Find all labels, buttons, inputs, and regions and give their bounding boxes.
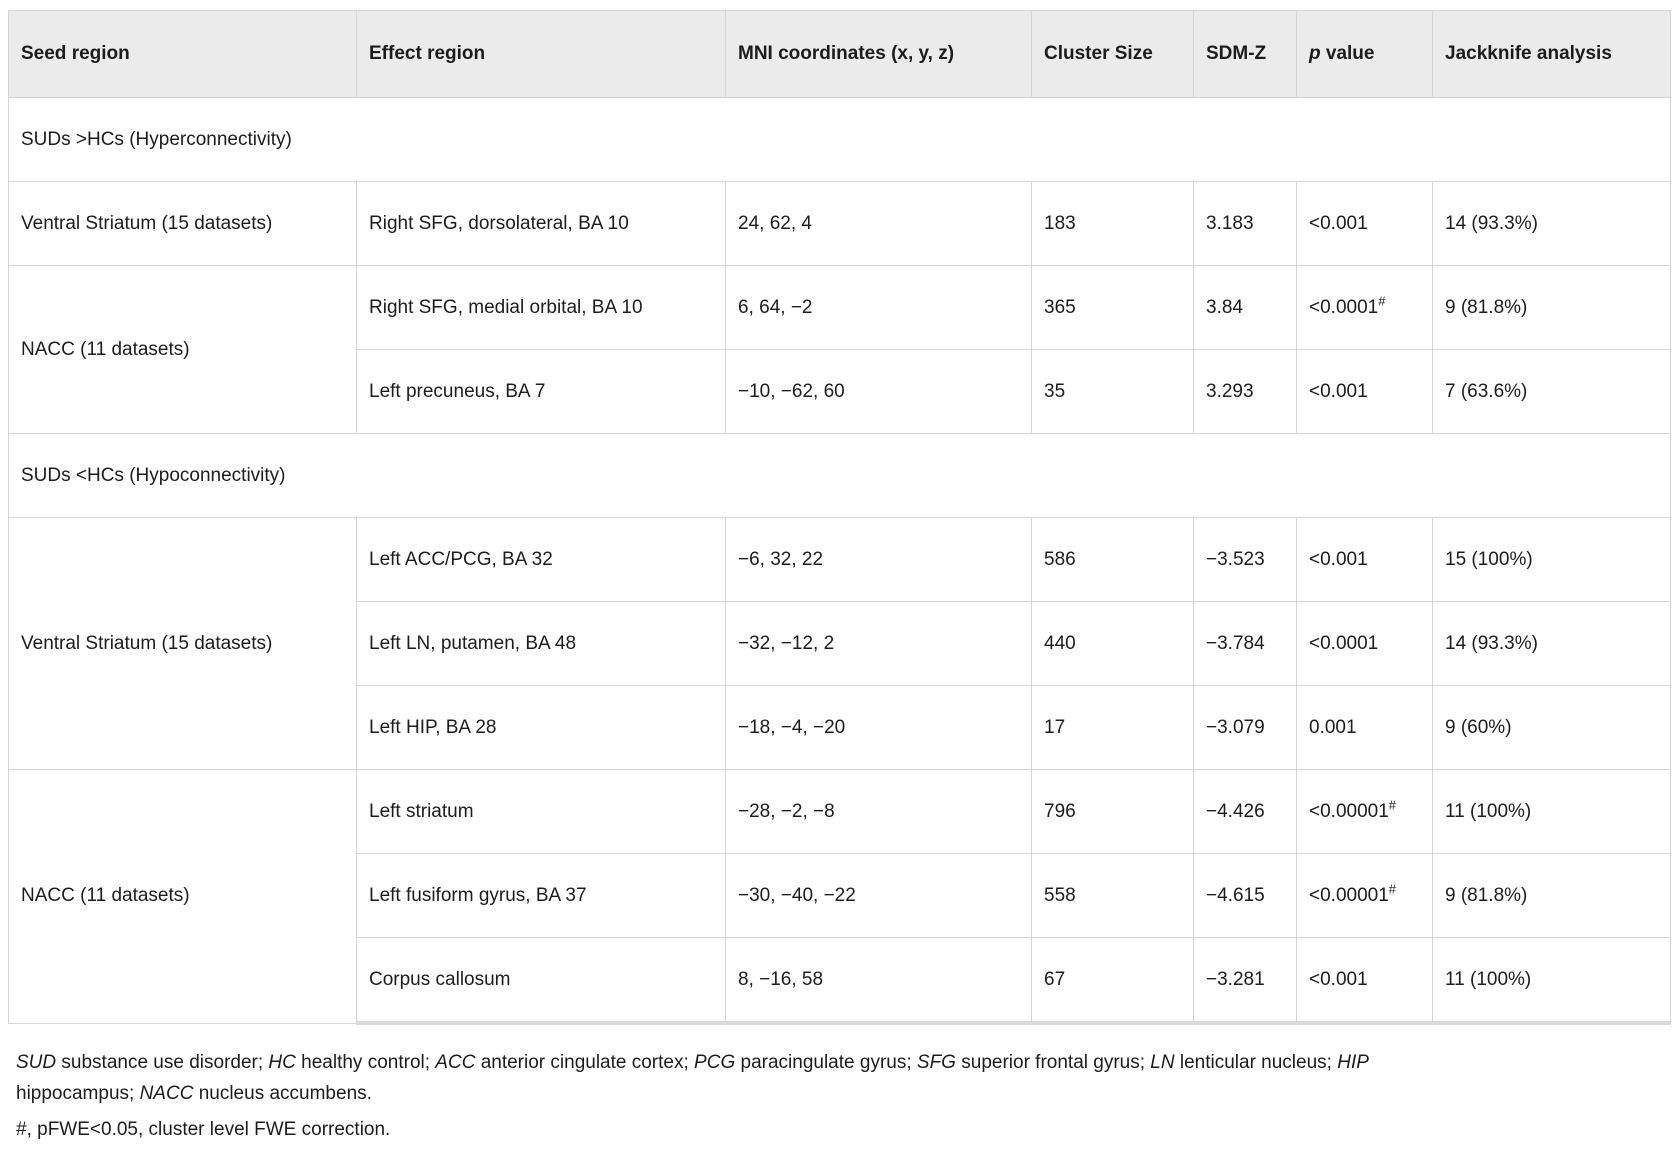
sdmz-cell: −3.281 bbox=[1193, 937, 1297, 1025]
footnote-abbreviations: SUD substance use disorder; HC healthy c… bbox=[16, 1052, 1369, 1105]
col-header-jackknife-analysis: Jackknife analysis bbox=[1432, 10, 1671, 98]
effect-region-cell: Right SFG, dorsolateral, BA 10 bbox=[356, 181, 726, 266]
table-row: Ventral Striatum (15 datasets) Left ACC/… bbox=[8, 517, 1671, 770]
col-header-effect-region: Effect region bbox=[356, 10, 726, 98]
mni-cell: −6, 32, 22 bbox=[725, 517, 1032, 602]
p-value-cell: 0.001 bbox=[1296, 685, 1433, 770]
cluster-size-cell: 35 bbox=[1031, 349, 1194, 434]
col-header-sdm-z: SDM-Z bbox=[1193, 10, 1297, 98]
jackknife-cell: 14 (93.3%) bbox=[1432, 601, 1671, 686]
cluster-size-cell: 796 bbox=[1031, 769, 1194, 854]
fwe-hash-superscript: # bbox=[1388, 797, 1397, 813]
effect-region-cell: Corpus callosum bbox=[356, 937, 726, 1025]
table-row: Ventral Striatum (15 datasets) Right SFG… bbox=[8, 181, 1671, 266]
table-row: Corpus callosum 8, −16, 58 67 −3.281 <0.… bbox=[9, 937, 1671, 1025]
p-value-cell: <0.00001# bbox=[1296, 853, 1433, 938]
p-value-cell: <0.001 bbox=[1296, 937, 1433, 1025]
mni-cell: −30, −40, −22 bbox=[725, 853, 1032, 938]
section-row-hyperconnectivity: SUDs >HCs (Hyperconnectivity) bbox=[8, 97, 1671, 182]
sdmz-cell: −3.079 bbox=[1193, 685, 1297, 770]
cluster-size-cell: 586 bbox=[1031, 517, 1194, 602]
mni-cell: −10, −62, 60 bbox=[725, 349, 1032, 434]
effect-region-cell: Left ACC/PCG, BA 32 bbox=[356, 517, 726, 602]
cluster-size-cell: 558 bbox=[1031, 853, 1194, 938]
sdmz-cell: −4.426 bbox=[1193, 769, 1297, 854]
table-row: Left HIP, BA 28 −18, −4, −20 17 −3.079 0… bbox=[9, 685, 1671, 770]
sdmz-cell: −4.615 bbox=[1193, 853, 1297, 938]
p-value-cell: <0.001 bbox=[1296, 517, 1433, 602]
effect-region-cell: Right SFG, medial orbital, BA 10 bbox=[356, 265, 726, 350]
mni-cell: 8, −16, 58 bbox=[725, 937, 1032, 1025]
jackknife-cell: 9 (81.8%) bbox=[1432, 853, 1671, 938]
effect-region-cell: Left HIP, BA 28 bbox=[356, 685, 726, 770]
section-row-hypoconnectivity: SUDs <HCs (Hypoconnectivity) bbox=[8, 433, 1671, 518]
sdmz-cell: 3.183 bbox=[1193, 181, 1297, 266]
jackknife-cell: 11 (100%) bbox=[1432, 769, 1671, 854]
mni-cell: −28, −2, −8 bbox=[725, 769, 1032, 854]
p-value-italic-p: p bbox=[1309, 43, 1321, 64]
col-header-seed-region: Seed region bbox=[8, 10, 357, 98]
table-row: Left precuneus, BA 7 −10, −62, 60 35 3.2… bbox=[9, 349, 1671, 434]
effect-region-cell: Left striatum bbox=[356, 769, 726, 854]
sdmz-cell: 3.84 bbox=[1193, 265, 1297, 350]
cluster-size-cell: 183 bbox=[1031, 181, 1194, 266]
table-footnotes: SUD substance use disorder; HC healthy c… bbox=[16, 1047, 1670, 1145]
results-table: Seed region Effect region MNI coordinate… bbox=[8, 10, 1671, 1025]
jackknife-cell: 9 (81.8%) bbox=[1432, 265, 1671, 350]
seed-region-cell: NACC (11 datasets) bbox=[8, 769, 357, 1024]
jackknife-cell: 7 (63.6%) bbox=[1432, 349, 1671, 434]
sdmz-cell: 3.293 bbox=[1193, 349, 1297, 434]
p-value-cell: <0.00001# bbox=[1296, 769, 1433, 854]
p-value-cell: <0.001 bbox=[1296, 181, 1433, 266]
footnote-fwe-correction: #, pFWE<0.05, cluster level FWE correcti… bbox=[16, 1118, 391, 1140]
table-row: NACC (11 datasets) Right SFG, medial orb… bbox=[8, 265, 1671, 434]
section-label: SUDs <HCs (Hypoconnectivity) bbox=[8, 433, 1671, 518]
table-row: NACC (11 datasets) Left striatum −28, −2… bbox=[8, 769, 1671, 1024]
effect-region-cell: Left LN, putamen, BA 48 bbox=[356, 601, 726, 686]
jackknife-cell: 11 (100%) bbox=[1432, 937, 1671, 1025]
seed-region-cell: Ventral Striatum (15 datasets) bbox=[8, 517, 357, 770]
cluster-size-cell: 17 bbox=[1031, 685, 1194, 770]
col-header-cluster-size: Cluster Size bbox=[1031, 10, 1194, 98]
sdmz-cell: −3.784 bbox=[1193, 601, 1297, 686]
col-header-p-value: p value bbox=[1296, 10, 1433, 98]
jackknife-cell: 15 (100%) bbox=[1432, 517, 1671, 602]
fwe-hash-superscript: # bbox=[1388, 881, 1397, 897]
mni-cell: −32, −12, 2 bbox=[725, 601, 1032, 686]
mni-cell: −18, −4, −20 bbox=[725, 685, 1032, 770]
jackknife-cell: 14 (93.3%) bbox=[1432, 181, 1671, 266]
mni-cell: 6, 64, −2 bbox=[725, 265, 1032, 350]
p-value-cell: <0.0001# bbox=[1296, 265, 1433, 350]
fwe-hash-superscript: # bbox=[1378, 293, 1386, 309]
cluster-size-cell: 365 bbox=[1031, 265, 1194, 350]
effect-region-cell: Left precuneus, BA 7 bbox=[356, 349, 726, 434]
jackknife-cell: 9 (60%) bbox=[1432, 685, 1671, 770]
cluster-size-cell: 67 bbox=[1031, 937, 1194, 1025]
sdmz-cell: −3.523 bbox=[1193, 517, 1297, 602]
table-row: Left fusiform gyrus, BA 37 −30, −40, −22… bbox=[9, 853, 1671, 938]
p-value-cell: <0.001 bbox=[1296, 349, 1433, 434]
p-value-rest: value bbox=[1320, 43, 1375, 64]
seed-region-cell: NACC (11 datasets) bbox=[8, 265, 357, 434]
section-label: SUDs >HCs (Hyperconnectivity) bbox=[8, 97, 1671, 182]
seed-region-cell: Ventral Striatum (15 datasets) bbox=[8, 181, 357, 266]
header-row: Seed region Effect region MNI coordinate… bbox=[8, 10, 1671, 98]
cluster-size-cell: 440 bbox=[1031, 601, 1194, 686]
p-value-cell: <0.0001 bbox=[1296, 601, 1433, 686]
effect-region-cell: Left fusiform gyrus, BA 37 bbox=[356, 853, 726, 938]
mni-cell: 24, 62, 4 bbox=[725, 181, 1032, 266]
table-row: Left LN, putamen, BA 48 −32, −12, 2 440 … bbox=[9, 601, 1671, 686]
col-header-mni-coordinates: MNI coordinates (x, y, z) bbox=[725, 10, 1032, 98]
